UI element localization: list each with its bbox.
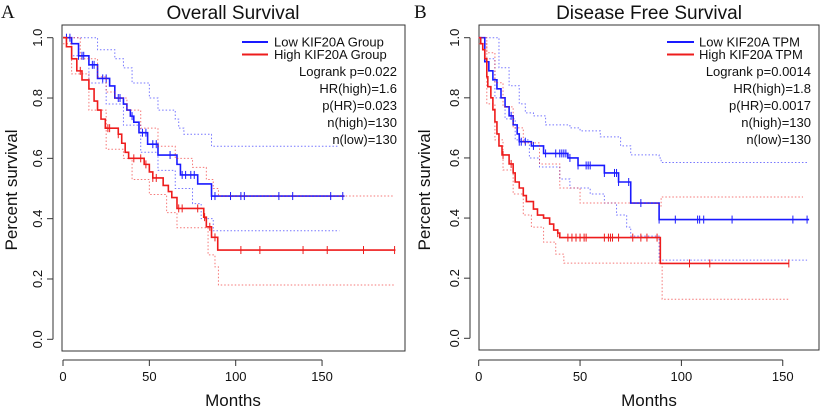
y-tick-label: 0.4: [30, 210, 45, 228]
panel-a-overall-survival: A Overall Survival Months Percent surviv…: [1, 2, 406, 410]
x-tick-label: 100: [225, 369, 247, 384]
y-tick-label: 0.4: [447, 209, 462, 227]
survival-curve: [63, 36, 396, 251]
y-tick-label: 0.6: [30, 149, 45, 167]
survival-curve: [63, 36, 345, 197]
panel-label: A: [1, 2, 15, 23]
stat-annotation: HR(high)=1.8: [733, 81, 811, 96]
stat-annotation: p(HR)=0.0017: [729, 98, 811, 113]
stat-annotation: n(low)=130: [746, 132, 811, 147]
stat-annotation: p(HR)=0.023: [322, 98, 397, 113]
ci-lower-line: [478, 43, 789, 300]
stat-annotation: n(high)=130: [327, 115, 397, 130]
legend-label: Low KIF20A Group: [274, 35, 384, 50]
legend-label: High KIF20A Group: [274, 47, 387, 62]
y-tick-label: 0.0: [30, 330, 45, 348]
survival-curve: [478, 36, 789, 265]
y-tick-label: 0.2: [447, 269, 462, 287]
y-tick-label: 0.2: [30, 270, 45, 288]
stat-annotation: n(high)=130: [741, 115, 811, 130]
series-high: [478, 36, 804, 300]
y-tick-label: 0.6: [447, 149, 462, 167]
plot-area-frame: [61, 24, 406, 352]
x-tick-label: 50: [142, 369, 156, 384]
legend-label: Low KIF20A TPM: [699, 35, 800, 50]
x-axis-label: Months: [621, 391, 677, 410]
y-tick-label: 0.8: [447, 89, 462, 107]
x-tick-label: 0: [59, 369, 66, 384]
x-tick-label: 0: [475, 369, 482, 384]
plot-area-frame: [478, 24, 820, 351]
y-axis-label: Percent survival: [415, 130, 434, 251]
chart-title: Overall Survival: [166, 3, 299, 24]
chart-title: Disease Free Survival: [556, 3, 742, 24]
legend-label: High KIF20A TPM: [699, 47, 803, 62]
y-tick-label: 1.0: [447, 29, 462, 47]
x-axis-label: Months: [205, 391, 261, 410]
y-tick-label: 0.8: [30, 89, 45, 107]
y-axis-label: Percent survival: [2, 130, 21, 251]
ci-lower-line: [63, 43, 395, 286]
ci-upper-line: [63, 37, 395, 197]
stat-annotation: Logrank p=0.022: [299, 64, 397, 79]
panel-label: B: [414, 2, 427, 23]
ci-lower-line: [63, 37, 340, 232]
y-tick-label: 1.0: [30, 29, 45, 47]
stat-annotation: n(low)=130: [332, 132, 397, 147]
stat-annotation: Logrank p=0.0014: [706, 64, 811, 79]
series-high: [63, 36, 396, 286]
x-tick-label: 150: [311, 369, 333, 384]
x-tick-label: 50: [573, 369, 587, 384]
ci-upper-line: [478, 37, 804, 207]
panel-b-disease-free-survival: B Disease Free Survival Months Percent s…: [414, 2, 820, 410]
y-tick-label: 0.0: [447, 329, 462, 347]
x-tick-label: 150: [772, 369, 794, 384]
x-tick-label: 100: [671, 369, 693, 384]
stat-annotation: HR(high)=1.6: [319, 81, 397, 96]
